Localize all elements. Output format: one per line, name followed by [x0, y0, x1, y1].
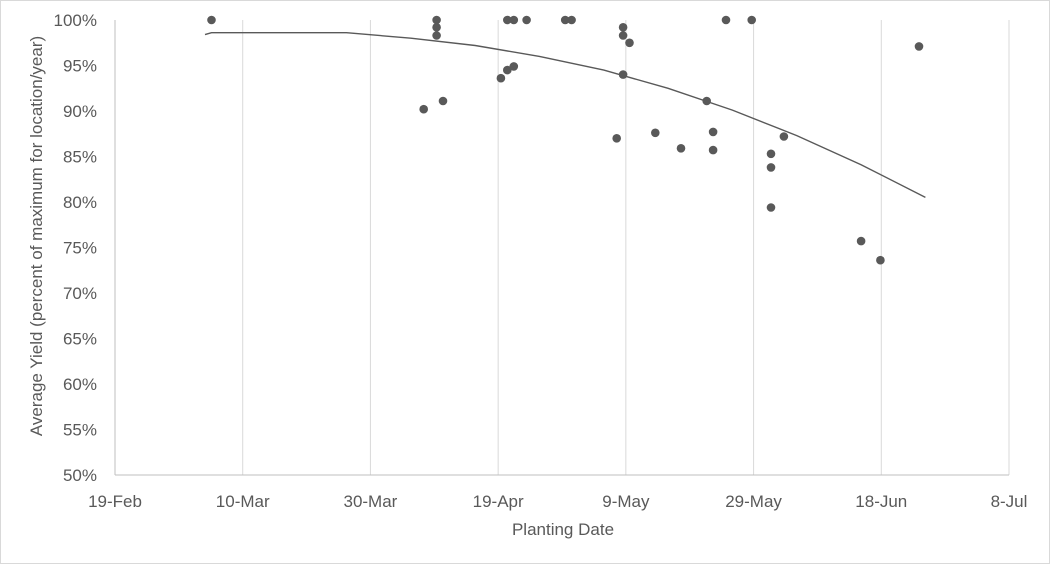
data-point — [207, 15, 216, 25]
y-axis-title: Average Yield (percent of maximum for lo… — [27, 36, 46, 436]
data-point — [432, 15, 441, 25]
y-tick-label: 65% — [63, 330, 97, 349]
data-point — [766, 149, 776, 159]
trendline — [204, 32, 926, 199]
y-tick-label: 75% — [63, 239, 97, 258]
x-tick-label: 30-Mar — [343, 492, 397, 511]
y-tick-label: 60% — [63, 375, 97, 394]
x-tick-label: 19-Feb — [88, 492, 142, 511]
data-point — [766, 203, 776, 212]
data-point — [567, 15, 576, 25]
y-tick-label: 55% — [63, 421, 97, 440]
data-point — [509, 62, 519, 71]
data-point — [522, 15, 531, 25]
data-point — [438, 96, 448, 106]
data-point — [702, 96, 711, 106]
gridlines — [242, 20, 1010, 475]
data-point — [509, 15, 519, 25]
data-points — [207, 15, 924, 265]
y-tick-label: 85% — [63, 148, 97, 167]
axes — [114, 20, 1009, 476]
data-point — [708, 145, 718, 155]
y-tick-label: 70% — [63, 284, 97, 303]
data-point — [496, 73, 506, 83]
data-point — [419, 104, 429, 114]
x-tick-label: 18-Jun — [855, 492, 907, 511]
data-point — [747, 15, 756, 25]
data-point — [914, 42, 924, 51]
tick-labels: 19-Feb 10-Mar 30-Mar 19-Apr 9-May 29-May 18-Ju… — [54, 11, 1028, 511]
data-point — [708, 127, 718, 137]
x-tick-label: 19-Apr — [473, 492, 524, 511]
data-point — [676, 144, 686, 153]
data-point — [503, 65, 512, 75]
data-point — [721, 15, 731, 25]
data-point — [612, 134, 621, 143]
data-point — [856, 236, 866, 246]
data-point — [618, 23, 628, 32]
data-point — [779, 132, 789, 141]
y-tick-label: 80% — [63, 193, 97, 212]
x-tick-label: 10-Mar — [216, 492, 270, 511]
x-tick-label: 9-May — [602, 492, 650, 511]
data-point — [618, 70, 628, 79]
data-point — [560, 15, 570, 25]
y-tick-label: 95% — [63, 57, 97, 76]
x-tick-label: 29-May — [725, 492, 782, 511]
data-point — [651, 128, 660, 138]
y-tick-label: 90% — [63, 102, 97, 121]
x-axis-title: Planting Date — [512, 520, 614, 539]
data-point — [766, 163, 776, 172]
y-tick-label: 100% — [54, 11, 97, 30]
data-point — [432, 31, 441, 40]
y-tick-label: 50% — [63, 466, 97, 485]
data-point — [625, 38, 634, 48]
data-point — [618, 31, 628, 40]
data-point — [876, 255, 885, 265]
data-point — [503, 15, 512, 25]
trendline-group — [204, 32, 926, 199]
x-tick-label: 8-Jul — [991, 492, 1028, 511]
data-point — [432, 23, 441, 32]
